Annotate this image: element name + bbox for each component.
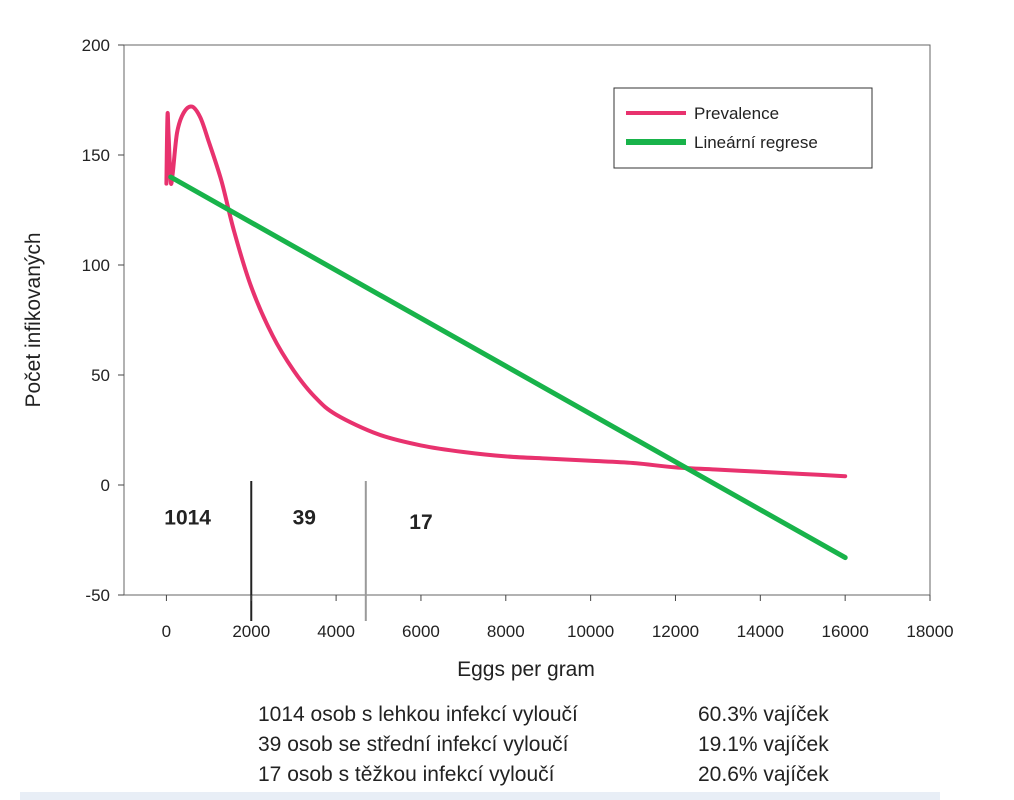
summary-percent: 60.3% vajíček: [698, 703, 829, 726]
y-tick-label: -50: [85, 586, 110, 605]
y-tick-label: 100: [82, 256, 110, 275]
summary-row: 17 osob s těžkou infekcí vyloučí 20.6% v…: [258, 760, 898, 790]
x-tick-label: 16000: [822, 622, 869, 641]
summary-text: 17 osob s těžkou infekcí vyloučí: [258, 763, 555, 786]
y-axis-title: Počet infikovaných: [22, 232, 45, 407]
y-tick-label: 50: [91, 366, 110, 385]
legend-label-regression: Lineární regrese: [694, 133, 818, 152]
x-tick-label: 4000: [317, 622, 355, 641]
x-tick-label: 8000: [487, 622, 525, 641]
y-tick-label: 0: [101, 476, 110, 495]
x-tick-label: 10000: [567, 622, 614, 641]
region-label: 39: [293, 507, 316, 530]
y-axis-ticks: -50 0 50 100 150 200: [82, 36, 124, 605]
region-dividers: [250, 481, 367, 621]
x-tick-label: 6000: [402, 622, 440, 641]
x-tick-label: 18000: [906, 622, 953, 641]
bottom-strip: [20, 792, 940, 800]
x-axis-title: Eggs per gram: [457, 658, 595, 681]
x-tick-label: 2000: [232, 622, 270, 641]
region-label: 17: [409, 511, 432, 534]
series-layer: [164, 104, 848, 561]
x-axis-ticks: 0 2000 4000 6000 8000 10000 12000 14000 16000 180…: [162, 595, 954, 641]
x-tick-label: 12000: [652, 622, 699, 641]
x-tick-label: 0: [162, 622, 171, 641]
x-tick-label: 14000: [737, 622, 784, 641]
y-tick-label: 150: [82, 146, 110, 165]
summary-text: 1014 osob s lehkou infekcí vyloučí: [258, 703, 578, 726]
series-line-regression: [168, 174, 848, 561]
series-line-prevalence: [164, 104, 848, 479]
summary-row: 39 osob se střední infekcí vyloučí 19.1%…: [258, 730, 898, 760]
region-label: 1014: [164, 507, 211, 530]
summary-percent: 20.6% vajíček: [698, 763, 829, 786]
plot-area: [123, 44, 931, 596]
summary-caption: 1014 osob s lehkou infekcí vyloučí 60.3%…: [258, 700, 898, 790]
legend-label-prevalence: Prevalence: [694, 104, 779, 123]
summary-row: 1014 osob s lehkou infekcí vyloučí 60.3%…: [258, 700, 898, 730]
summary-percent: 19.1% vajíček: [698, 733, 829, 756]
y-tick-label: 200: [82, 36, 110, 55]
summary-text: 39 osob se střední infekcí vyloučí: [258, 733, 569, 756]
region-labels: 1014 39 17: [164, 507, 432, 534]
legend-box: [613, 87, 873, 169]
legend: Prevalence Lineární regrese: [613, 87, 873, 169]
